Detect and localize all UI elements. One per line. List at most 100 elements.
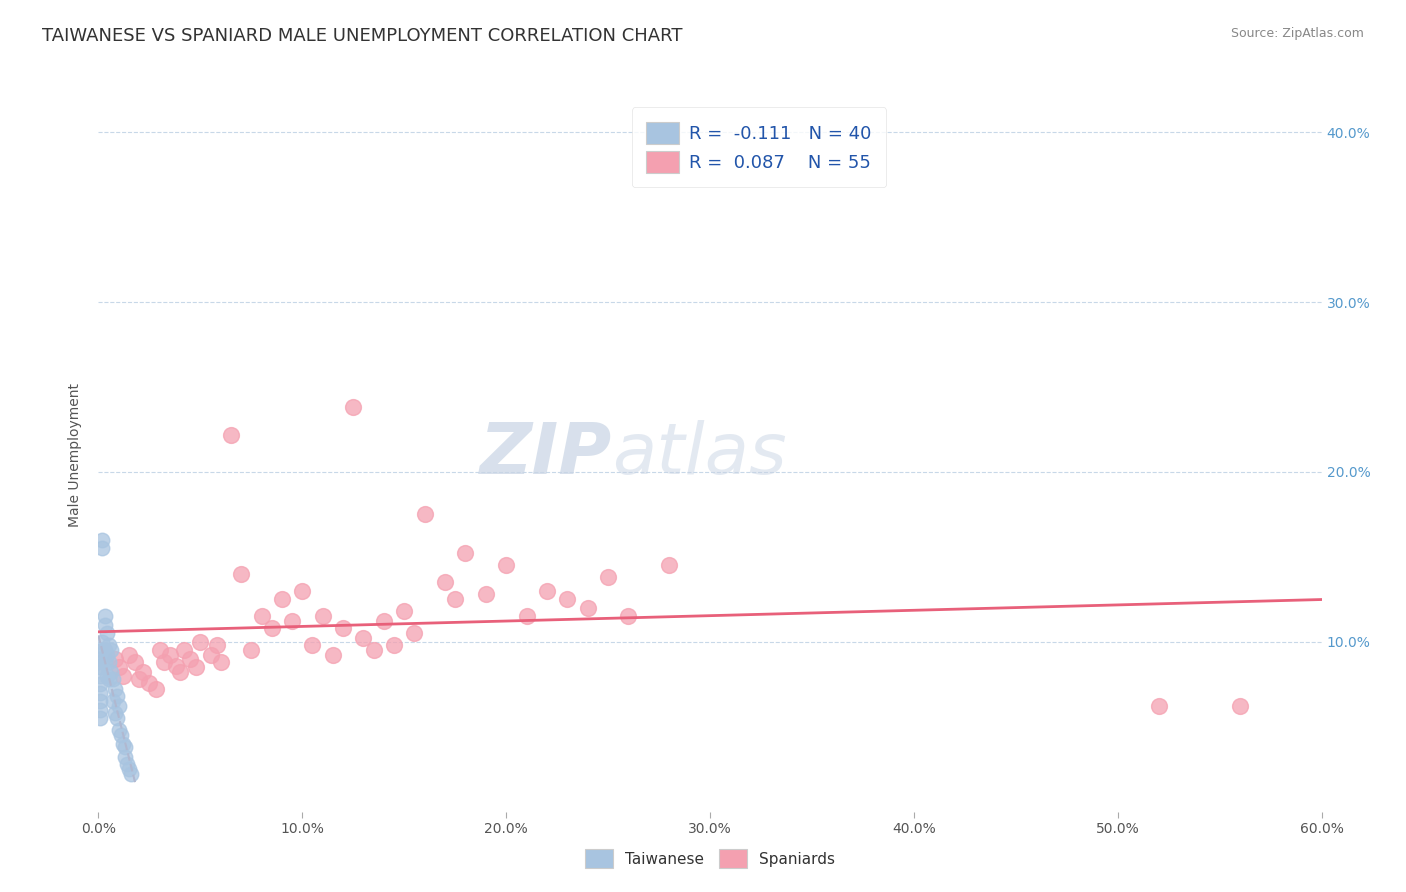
Text: Source: ZipAtlas.com: Source: ZipAtlas.com bbox=[1230, 27, 1364, 40]
Point bbox=[91, 643, 114, 657]
Y-axis label: Male Unemployment: Male Unemployment bbox=[69, 383, 83, 527]
Point bbox=[322, 648, 344, 663]
Point bbox=[128, 672, 150, 686]
Point bbox=[101, 694, 124, 708]
Point bbox=[149, 643, 172, 657]
Point bbox=[108, 723, 131, 738]
Point bbox=[1147, 699, 1170, 714]
Point bbox=[89, 686, 111, 700]
Point bbox=[89, 652, 111, 666]
Point bbox=[209, 655, 232, 669]
Point bbox=[89, 669, 111, 683]
Point bbox=[115, 757, 138, 772]
Point bbox=[169, 665, 191, 680]
Point bbox=[179, 652, 201, 666]
Point bbox=[373, 615, 395, 629]
Point bbox=[200, 648, 222, 663]
Point bbox=[536, 583, 558, 598]
Point bbox=[91, 541, 114, 556]
Point bbox=[104, 652, 127, 666]
Point bbox=[188, 635, 212, 649]
Point bbox=[91, 655, 114, 669]
Point bbox=[111, 669, 134, 683]
Point bbox=[617, 609, 640, 624]
Point bbox=[444, 592, 467, 607]
Point bbox=[382, 638, 405, 652]
Point bbox=[93, 643, 115, 657]
Point bbox=[118, 762, 141, 776]
Point bbox=[118, 648, 141, 663]
Point bbox=[96, 626, 118, 640]
Point bbox=[91, 635, 114, 649]
Point bbox=[93, 617, 115, 632]
Point bbox=[434, 575, 457, 590]
Point bbox=[598, 570, 620, 584]
Point bbox=[124, 655, 146, 669]
Point bbox=[132, 665, 155, 680]
Point bbox=[114, 750, 136, 764]
Point bbox=[93, 655, 115, 669]
Point bbox=[159, 648, 181, 663]
Point bbox=[100, 643, 122, 657]
Point bbox=[404, 626, 426, 640]
Point bbox=[413, 508, 436, 522]
Point bbox=[96, 669, 118, 683]
Point bbox=[658, 558, 681, 573]
Point bbox=[110, 728, 132, 742]
Point bbox=[312, 609, 335, 624]
Point bbox=[89, 694, 111, 708]
Text: TAIWANESE VS SPANIARD MALE UNEMPLOYMENT CORRELATION CHART: TAIWANESE VS SPANIARD MALE UNEMPLOYMENT … bbox=[42, 27, 683, 45]
Point bbox=[89, 711, 111, 725]
Point bbox=[342, 401, 364, 415]
Point bbox=[108, 699, 131, 714]
Point bbox=[104, 682, 127, 697]
Point bbox=[105, 689, 128, 703]
Point bbox=[576, 600, 599, 615]
Point bbox=[1229, 699, 1251, 714]
Point bbox=[219, 427, 242, 442]
Point bbox=[97, 672, 120, 686]
Legend: Taiwanese, Spaniards: Taiwanese, Spaniards bbox=[578, 841, 842, 875]
Point bbox=[186, 660, 208, 674]
Point bbox=[100, 665, 122, 680]
Point bbox=[270, 592, 294, 607]
Point bbox=[281, 615, 304, 629]
Point bbox=[332, 621, 354, 635]
Point bbox=[165, 658, 187, 673]
Point bbox=[145, 682, 167, 697]
Point bbox=[240, 643, 263, 657]
Point bbox=[474, 587, 498, 601]
Point bbox=[173, 643, 195, 657]
Point bbox=[105, 711, 128, 725]
Point bbox=[114, 740, 136, 755]
Point bbox=[96, 648, 118, 663]
Point bbox=[291, 583, 314, 598]
Point bbox=[250, 609, 273, 624]
Point bbox=[89, 660, 111, 674]
Point bbox=[260, 621, 283, 635]
Point bbox=[152, 655, 174, 669]
Point bbox=[352, 632, 374, 646]
Point bbox=[97, 638, 120, 652]
Text: atlas: atlas bbox=[612, 420, 787, 490]
Point bbox=[89, 677, 111, 691]
Point bbox=[516, 609, 538, 624]
Point bbox=[138, 675, 160, 690]
Point bbox=[108, 660, 131, 674]
Point bbox=[97, 655, 120, 669]
Point bbox=[104, 706, 127, 721]
Point bbox=[557, 592, 579, 607]
Point bbox=[231, 566, 253, 581]
Text: ZIP: ZIP bbox=[479, 420, 612, 490]
Point bbox=[301, 638, 323, 652]
Point bbox=[111, 737, 134, 751]
Point bbox=[91, 533, 114, 547]
Point bbox=[205, 638, 228, 652]
Point bbox=[363, 643, 385, 657]
Point bbox=[101, 672, 124, 686]
Point bbox=[89, 703, 111, 717]
Point bbox=[454, 546, 477, 560]
Point bbox=[392, 604, 416, 618]
Point bbox=[93, 609, 115, 624]
Point bbox=[495, 558, 517, 573]
